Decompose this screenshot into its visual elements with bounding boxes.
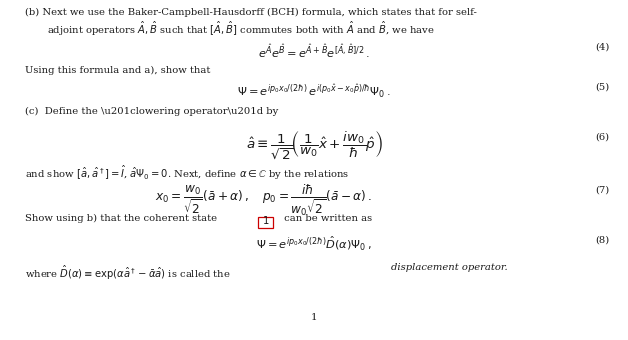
Text: 1: 1 xyxy=(311,313,317,322)
Text: Using this formula and a), show that: Using this formula and a), show that xyxy=(25,66,210,75)
Text: (4): (4) xyxy=(595,42,609,51)
Text: where $\hat{D}(\alpha)\equiv\exp(\alpha\hat{a}^\dagger - \bar{\alpha}\hat{a})$ i: where $\hat{D}(\alpha)\equiv\exp(\alpha\… xyxy=(25,264,231,282)
Text: $1$: $1$ xyxy=(262,214,269,226)
Text: (8): (8) xyxy=(595,235,609,244)
Text: adjoint operators $\hat{A},\hat{B}$ such that $[\hat{A},\hat{B}]$ commutes both : adjoint operators $\hat{A},\hat{B}$ such… xyxy=(47,20,435,38)
Text: (b) Next we use the Baker-Campbell-Hausdorff (BCH) formula, which states that fo: (b) Next we use the Baker-Campbell-Hausd… xyxy=(25,7,477,17)
Text: (7): (7) xyxy=(595,185,609,194)
Text: $\Psi = e^{ip_0x_0/(2\hbar)}\,e^{i(p_0\hat{x}-x_0\hat{p})/\hbar}\Psi_0\,.$: $\Psi = e^{ip_0x_0/(2\hbar)}\,e^{i(p_0\h… xyxy=(237,83,391,101)
Text: (5): (5) xyxy=(595,83,609,92)
FancyBboxPatch shape xyxy=(258,217,273,228)
Text: (6): (6) xyxy=(595,133,609,141)
Text: $x_0 = \dfrac{w_0}{\sqrt{2}}(\bar{a}+\alpha)\,,\quad p_0 = \dfrac{i\hbar}{w_0\sq: $x_0 = \dfrac{w_0}{\sqrt{2}}(\bar{a}+\al… xyxy=(155,183,372,218)
Text: $\Psi = e^{ip_0x_0/(2\hbar)}\hat{D}(\alpha)\Psi_0\,,$: $\Psi = e^{ip_0x_0/(2\hbar)}\hat{D}(\alp… xyxy=(256,235,372,253)
Text: (c)  Define the \u201clowering operator\u201d by: (c) Define the \u201clowering operator\u… xyxy=(25,106,278,116)
Text: $e^{\hat{A}}e^{\hat{B}} = e^{\hat{A}+\hat{B}}e^{[\hat{A},\hat{B}]/2}\,.$: $e^{\hat{A}}e^{\hat{B}} = e^{\hat{A}+\ha… xyxy=(258,42,370,60)
Text: $\hat{a} \equiv \dfrac{1}{\sqrt{2}}\!\left(\dfrac{1}{w_0}\hat{x}+\dfrac{iw_0}{\h: $\hat{a} \equiv \dfrac{1}{\sqrt{2}}\!\le… xyxy=(246,130,382,162)
Text: Show using b) that the coherent state: Show using b) that the coherent state xyxy=(25,214,220,223)
Text: can be written as: can be written as xyxy=(281,214,372,223)
Text: and show $[\hat{a},\hat{a}^\dagger]=\hat{I}$, $\hat{a}\Psi_0=0$. Next, define $\: and show $[\hat{a},\hat{a}^\dagger]=\hat… xyxy=(25,164,349,182)
Text: displacement operator.: displacement operator. xyxy=(391,264,508,272)
